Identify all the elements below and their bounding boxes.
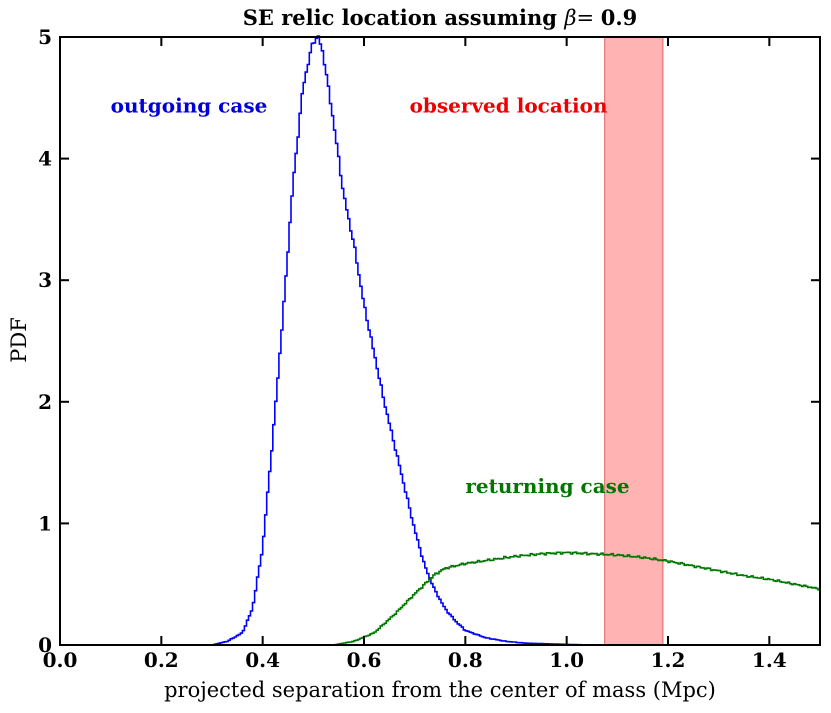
y-tick-label: 5 [38,25,52,49]
annotation-returning-case: returning case [465,474,629,498]
y-tick-label: 2 [38,390,52,414]
series-layer [60,35,820,646]
y-tick-label: 4 [38,147,52,171]
x-tick-label: 0.6 [347,648,382,672]
title-beta-symbol: β [563,6,576,30]
annotation-outgoing-case: outgoing case [111,93,268,117]
plot-frame [59,36,821,646]
title-prefix: SE relic location assuming [243,5,565,30]
observed-location-band [604,36,664,646]
title-beta-value: 0.9 [601,5,638,30]
x-tick-label: 1.4 [752,648,787,672]
x-axis-label: projected separation from the center of … [164,678,716,702]
tick-layer: 0.0 0.2 0.4 0.6 0.8 1.0 1.2 1.4 0 1 2 3 4 5 [38,25,820,672]
x-tick-label: 1.0 [549,648,584,672]
x-tick-label: 0.8 [448,648,483,672]
y-axis-label: PDF [7,317,31,363]
x-tick-label: 0.0 [43,648,78,672]
chart-title: SE relic location assuming β= 0.9 [243,5,638,30]
shade-layer [604,36,664,646]
y-tick-label: 1 [38,511,52,535]
y-tick-label: 0 [38,633,52,657]
title-equals: = [576,6,600,30]
annotation-layer: outgoing case observed location returning … [111,93,630,498]
x-tick-label: 0.2 [144,648,179,672]
annotation-observed-location: observed location [410,93,608,117]
x-tick-label: 0.4 [245,648,280,672]
series-line-outgoing-case [60,35,820,646]
y-tick-label: 3 [38,268,52,292]
x-tick-label: 1.2 [651,648,686,672]
